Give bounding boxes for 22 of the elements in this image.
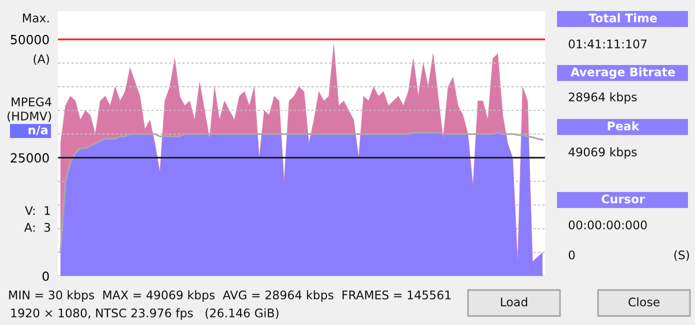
text: (S) bbox=[674, 250, 689, 261]
text: V: 1 A: 3 bbox=[24, 206, 50, 232]
text: 1920 × 1080, NTSC 23.976 fps (26.146 GiB) bbox=[11, 308, 278, 320]
text: MIN = 30 kbps MAX = 49069 kbps AVG = 28964 kbps FRAMES = 145561 bbox=[9, 290, 451, 302]
text: 00:00:00:000 bbox=[568, 220, 647, 230]
text: Load bbox=[500, 297, 528, 306]
text: 0 bbox=[568, 250, 575, 260]
text: Peak bbox=[608, 121, 640, 130]
text: 49069 kbps bbox=[568, 147, 637, 159]
text: Max. bbox=[23, 14, 49, 22]
text: Total Time bbox=[588, 13, 657, 22]
text: Average Bitrate bbox=[570, 67, 675, 79]
text: 28964 kbps bbox=[568, 92, 637, 104]
y-tick-label: 0 bbox=[42, 271, 49, 281]
text: (A) bbox=[34, 54, 49, 65]
y-tick-label: 25000 bbox=[10, 153, 49, 163]
text: Cursor bbox=[602, 194, 645, 204]
text: n/a bbox=[28, 126, 48, 136]
text: Close bbox=[628, 297, 660, 306]
text: 01:41:11:107 bbox=[568, 39, 647, 48]
y-tick-label: 50000 bbox=[10, 34, 49, 44]
text: MPEG4 (HDMV) bbox=[8, 97, 52, 122]
